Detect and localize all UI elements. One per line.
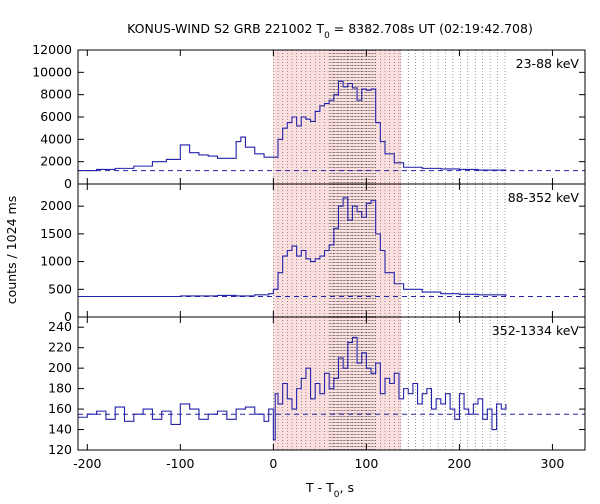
panel-frame [77, 316, 586, 451]
series-line [78, 336, 507, 441]
panel-label: 352-1334 keV [492, 323, 580, 338]
y-tick-label: 2000 [40, 154, 72, 169]
chart-title: KONUS-WIND S2 GRB 221002 T0 = 8382.708s … [127, 21, 533, 41]
series-line [78, 80, 507, 172]
x-tick-label: 200 [447, 456, 471, 471]
y-tick-label: 1000 [40, 254, 72, 269]
y-tick-label: 6000 [40, 109, 72, 124]
panel-2: 0 500 1000 1500 2000 88-352 keV [40, 183, 586, 324]
shaded-interval [273, 317, 401, 450]
x-tick-label: 0 [269, 456, 277, 471]
panel-3: 120 140 160 180 200 220 240 352-1334 keV [48, 316, 586, 457]
shaded-interval [273, 184, 401, 317]
x-tick-label: -200 [73, 456, 101, 471]
x-axis-label-main: T - T [305, 480, 334, 495]
chart-title-rest: = 8382.708s UT (02:19:42.708) [330, 21, 533, 36]
y-tick-label: 10000 [32, 64, 72, 79]
y-tick-label: 120 [48, 442, 72, 457]
chart-title-sub: 0 [324, 31, 330, 41]
x-tick-label: 100 [354, 456, 378, 471]
y-tick-label: 140 [48, 422, 72, 437]
x-tick-label: -100 [166, 456, 194, 471]
series-line [78, 197, 507, 298]
x-axis-label-rest: , s [340, 480, 354, 495]
y-tick-label: 240 [48, 319, 72, 334]
y-tick-label: 180 [48, 381, 72, 396]
x-axis-label-sub: 0 [334, 490, 340, 500]
y-tick-label: 2000 [40, 198, 72, 213]
y-tick-label: 4000 [40, 131, 72, 146]
y-tick-label: 200 [48, 360, 72, 375]
y-tick-label: 220 [48, 340, 72, 355]
chart-title-main: KONUS-WIND S2 GRB 221002 T [127, 21, 324, 36]
panel-1: 0 2000 4000 6000 8000 10000 12000 23-88 keV [32, 42, 586, 191]
y-tick-label: 12000 [32, 42, 72, 57]
panel-label: 23-88 keV [516, 56, 580, 71]
y-axis-label: counts / 1024 ms [4, 196, 19, 304]
x-tick-label: 300 [541, 456, 565, 471]
y-tick-label: 1500 [40, 226, 72, 241]
y-tick-label: 0 [64, 176, 72, 191]
y-tick-label: 500 [48, 281, 72, 296]
y-tick-label: 160 [48, 401, 72, 416]
panel-label: 88-352 keV [508, 190, 580, 205]
y-tick-label: 8000 [40, 87, 72, 102]
y-tick-label: 0 [64, 309, 72, 324]
x-axis-label: T - T0, s [305, 480, 354, 500]
